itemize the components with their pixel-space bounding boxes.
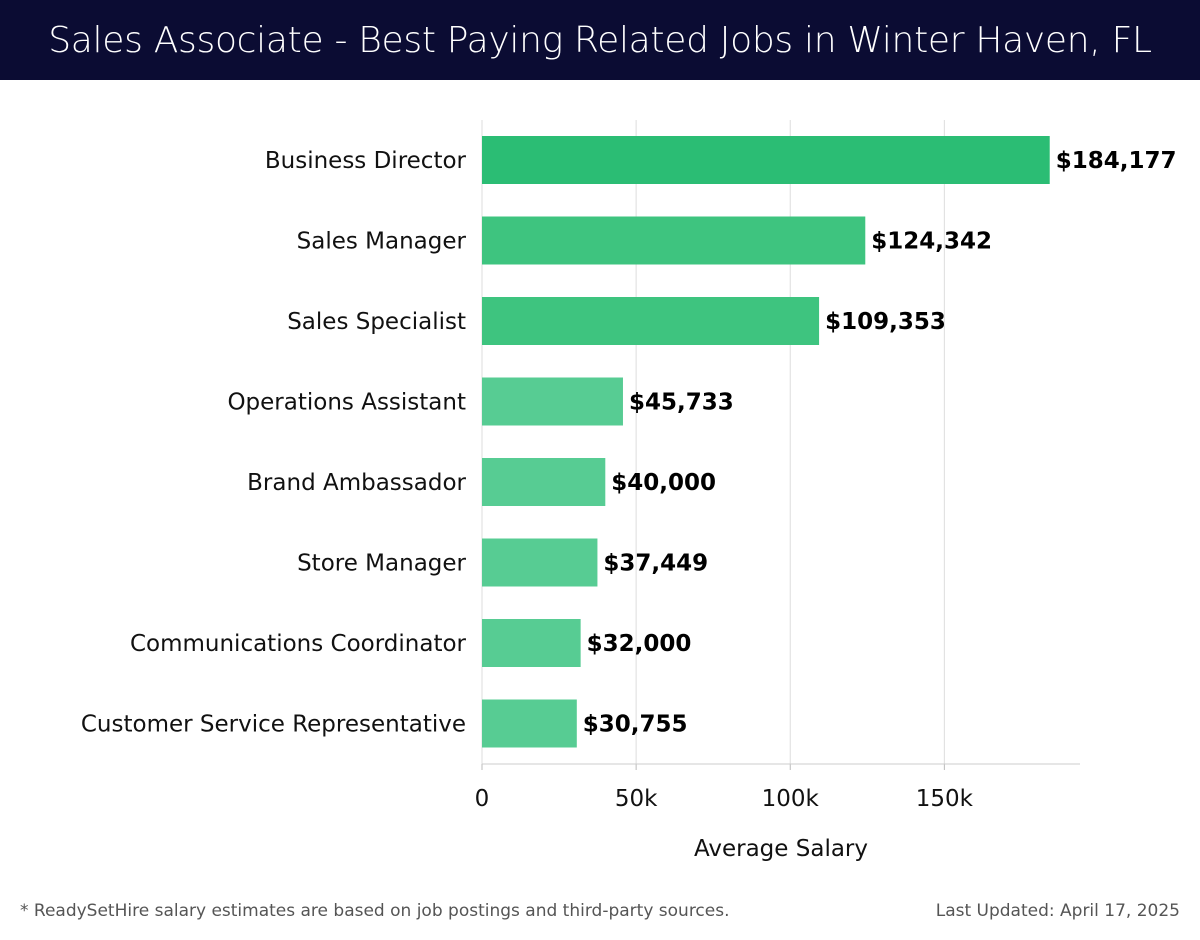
category-label: Operations Assistant xyxy=(227,390,466,416)
value-label: $37,449 xyxy=(603,551,708,577)
bars xyxy=(482,136,1050,748)
bar xyxy=(482,216,866,265)
category-label: Brand Ambassador xyxy=(247,470,466,496)
last-updated: Last Updated: April 17, 2025 xyxy=(935,901,1180,921)
bar xyxy=(482,699,577,748)
value-label: $30,755 xyxy=(583,712,688,738)
bar xyxy=(482,136,1050,184)
bar xyxy=(482,619,581,667)
value-label: $124,342 xyxy=(871,229,992,255)
value-labels: $184,177 $124,342 $109,353 $45,733 $40,000 $3… xyxy=(583,148,1177,738)
bar xyxy=(482,458,606,506)
x-tick-label: 100k xyxy=(762,786,820,812)
bar xyxy=(482,297,820,345)
category-label: Sales Specialist xyxy=(287,309,466,335)
x-tick-label: 150k xyxy=(916,786,974,812)
page-title: Sales Associate - Best Paying Related Jo… xyxy=(48,19,1152,61)
value-label: $40,000 xyxy=(611,470,716,496)
category-label: Business Director xyxy=(265,148,467,174)
category-labels: Business Director Sales Manager Sales Spec… xyxy=(81,148,467,738)
category-label: Store Manager xyxy=(297,551,466,577)
category-label: Communications Coordinator xyxy=(130,631,467,657)
x-tick-label: 0 xyxy=(475,786,490,812)
x-axis-title: Average Salary xyxy=(694,836,868,862)
value-label: $184,177 xyxy=(1056,148,1177,174)
x-tick-label: 50k xyxy=(615,786,658,812)
x-axis: 0 50k 100k 150k Average Salary xyxy=(475,763,1080,862)
bar xyxy=(482,377,623,426)
category-label: Sales Manager xyxy=(297,229,467,255)
category-label: Customer Service Representative xyxy=(81,712,466,738)
bar xyxy=(482,538,598,587)
footnote: * ReadySetHire salary estimates are base… xyxy=(20,901,730,921)
value-label: $109,353 xyxy=(825,309,946,335)
value-label: $45,733 xyxy=(629,390,734,416)
value-label: $32,000 xyxy=(587,631,692,657)
header-bar: Sales Associate - Best Paying Related Jo… xyxy=(0,0,1200,80)
